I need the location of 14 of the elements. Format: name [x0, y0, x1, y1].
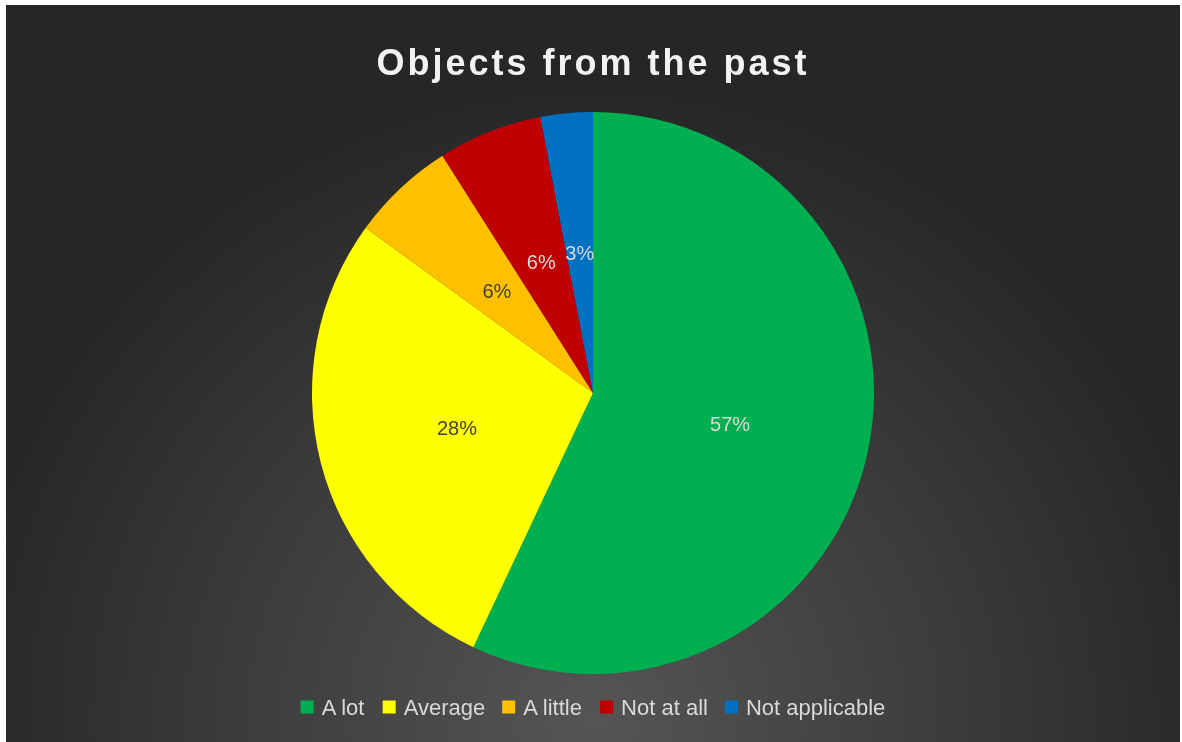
legend-label: Not at all: [621, 694, 708, 720]
data-label: 28%: [436, 416, 478, 439]
chart-title: Objects from the past: [376, 41, 810, 83]
pie-slice: [365, 155, 593, 393]
legend-label: A little: [523, 694, 582, 720]
data-label: 3%: [565, 242, 595, 265]
data-label: 6%: [482, 279, 512, 302]
pie-slice: [312, 227, 593, 648]
legend-label: Average: [403, 694, 486, 720]
legend-label: Not applicable: [745, 694, 886, 720]
legend-label: A lot: [321, 694, 365, 720]
pie-slice: [442, 116, 593, 393]
data-label: 57%: [710, 412, 751, 435]
data-label: 6%: [526, 251, 556, 274]
